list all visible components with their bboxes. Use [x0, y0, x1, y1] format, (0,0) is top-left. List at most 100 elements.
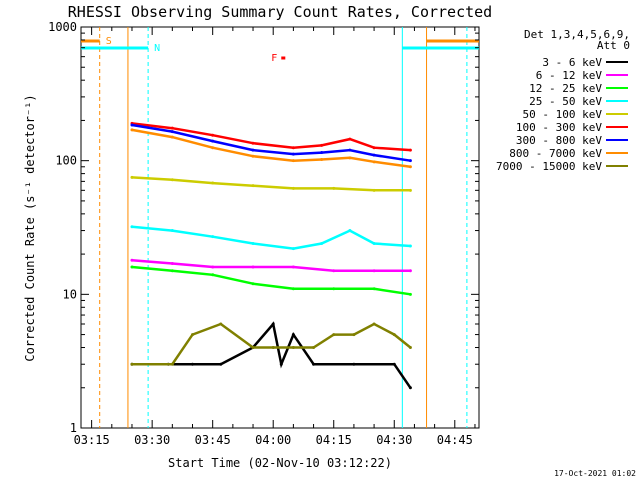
- data-point: [372, 269, 376, 273]
- data-point: [372, 146, 376, 150]
- data-point: [211, 273, 215, 277]
- data-point: [332, 269, 336, 273]
- data-point: [219, 362, 223, 366]
- data-point: [130, 225, 134, 229]
- y-tick-label: 1: [70, 421, 77, 435]
- x-tick-label: 03:30: [134, 433, 170, 447]
- data-point: [291, 287, 295, 291]
- legend-header: Det 1,3,4,5,6,9,: [524, 28, 630, 41]
- data-point: [408, 346, 412, 350]
- data-point: [291, 152, 295, 156]
- data-point: [130, 258, 134, 262]
- chart-title: RHESSI Observing Summary Count Rates, Co…: [68, 3, 492, 21]
- series-lines: [130, 121, 412, 390]
- data-point: [170, 362, 174, 366]
- data-point: [348, 137, 352, 141]
- data-point: [408, 269, 412, 273]
- data-point: [348, 156, 352, 160]
- data-point: [170, 262, 174, 266]
- data-point: [130, 175, 134, 179]
- data-point: [332, 186, 336, 190]
- data-point: [130, 123, 134, 127]
- data-point: [408, 292, 412, 296]
- series-line: [131, 265, 411, 296]
- series-line: [131, 128, 411, 169]
- data-point: [291, 159, 295, 163]
- data-point: [312, 362, 316, 366]
- series-line: [132, 322, 412, 366]
- y-axis-label: Corrected Count Rate (s⁻¹ detector⁻¹): [23, 94, 37, 361]
- x-tick-label: 03:45: [195, 433, 231, 447]
- observing-flags: S N F: [81, 27, 479, 428]
- data-point: [348, 148, 352, 152]
- data-point: [312, 346, 316, 350]
- series-line: [131, 123, 411, 162]
- legend-entry-label: 12 - 25 keV: [529, 82, 602, 95]
- data-point: [211, 133, 215, 137]
- legend-entry-label: 300 - 800 keV: [516, 134, 602, 147]
- legend-entry-label: 50 - 100 keV: [523, 108, 603, 121]
- data-point: [291, 146, 295, 150]
- data-point: [348, 229, 352, 233]
- data-point: [170, 135, 174, 139]
- data-point: [271, 322, 275, 326]
- data-point: [291, 346, 295, 350]
- data-point: [291, 333, 295, 337]
- legend-entry-label: 3 - 6 keV: [542, 56, 602, 69]
- data-point: [170, 126, 174, 130]
- data-point: [251, 346, 255, 350]
- axes: 03:15 03:30 03:45 04:00 04:15 04:30 04:45 1 10 10…: [48, 20, 479, 447]
- series-line: [131, 225, 411, 250]
- legend-entry-label: 100 - 300 keV: [516, 121, 602, 134]
- x-tick-label: 04:00: [255, 433, 291, 447]
- data-point: [251, 242, 255, 246]
- data-point: [251, 154, 255, 158]
- x-axis-label: Start Time (02-Nov-10 03:12:22): [168, 456, 392, 470]
- flag-label: F: [271, 53, 277, 64]
- data-point: [291, 265, 295, 269]
- series-line: [132, 321, 412, 389]
- data-point: [320, 242, 324, 246]
- data-point: [352, 333, 356, 337]
- y-tick-label: 1000: [48, 20, 77, 34]
- x-tick-label: 03:15: [74, 433, 110, 447]
- data-point: [392, 333, 396, 337]
- data-point: [191, 333, 195, 337]
- data-point: [251, 282, 255, 286]
- data-point: [372, 242, 376, 246]
- data-point: [251, 148, 255, 152]
- data-point: [392, 362, 396, 366]
- data-point: [372, 287, 376, 291]
- data-point: [372, 188, 376, 192]
- data-point: [408, 159, 412, 163]
- timestamp: 17-Oct-2021 01:02: [554, 469, 636, 478]
- data-point: [170, 178, 174, 182]
- legend-entry-label: 7000 - 15000 keV: [496, 160, 602, 173]
- y-tick-label: 10: [63, 287, 77, 301]
- flag-label: S: [106, 36, 112, 47]
- data-point: [170, 130, 174, 134]
- data-point: [130, 362, 134, 366]
- data-point: [372, 153, 376, 157]
- data-point: [211, 146, 215, 150]
- data-point: [332, 333, 336, 337]
- data-point: [170, 269, 174, 273]
- data-point: [320, 151, 324, 155]
- series-line: [131, 258, 411, 273]
- x-tick-label: 04:15: [316, 433, 352, 447]
- data-point: [130, 128, 134, 132]
- data-point: [320, 158, 324, 162]
- data-point: [271, 346, 275, 350]
- data-point: [170, 229, 174, 233]
- data-point: [408, 188, 412, 192]
- data-point: [211, 181, 215, 185]
- data-point: [279, 362, 283, 366]
- data-point: [408, 165, 412, 169]
- legend-entry-label: 6 - 12 keV: [536, 69, 603, 82]
- flag-label: N: [154, 43, 160, 54]
- data-point: [372, 322, 376, 326]
- legend-entry-label: 800 - 7000 keV: [509, 147, 602, 160]
- data-point: [352, 362, 356, 366]
